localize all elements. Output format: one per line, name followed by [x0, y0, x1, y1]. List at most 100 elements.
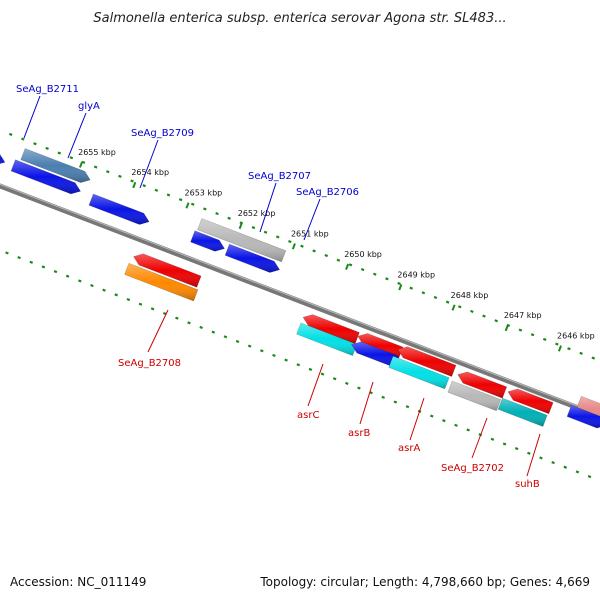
ruler-dot [442, 419, 446, 423]
gene-asrc[interactable] [302, 314, 360, 345]
gene-label-asrb[interactable]: asrB [348, 381, 374, 439]
ruler-dot [300, 244, 304, 248]
genome-summary-text: Topology: circular; Length: 4,798,660 bp… [259, 575, 590, 589]
gene-labels: SeAg_B2711 glyA SeAg_B2709 SeAg_B2707 SeAg_B… [16, 84, 541, 490]
gene-seag-b2709[interactable] [88, 193, 150, 225]
gene-suhb-teal[interactable] [497, 397, 548, 427]
kbp-tick-label: 2654 kbp [131, 168, 169, 177]
ruler-dot [93, 165, 98, 169]
ruler-dot [381, 395, 385, 399]
ruler-dot [154, 188, 159, 192]
ruler-dot [296, 363, 301, 367]
kbp-tick-label: 2647 kbp [504, 311, 542, 320]
svg-text:asrC: asrC [297, 410, 319, 421]
ruler-dot [166, 193, 171, 197]
gene-red-2[interactable] [457, 371, 508, 399]
ruler-dot [284, 358, 288, 362]
gene-glya[interactable] [10, 159, 81, 195]
kbp-tick-mark [451, 304, 456, 311]
gene-label-seag-b2711[interactable]: SeAg_B2711 [16, 84, 79, 139]
map-title: Salmonella enterica subsp. enterica sero… [93, 11, 506, 26]
ruler-dot [530, 333, 535, 337]
ruler-dot [114, 293, 118, 297]
ruler-dot [405, 405, 410, 409]
gene-label-seag-b2709[interactable]: SeAg_B2709 [131, 128, 194, 189]
chromosome-backbone [0, 183, 600, 419]
kbp-tick-label: 2650 kbp [344, 250, 382, 259]
svg-text:SeAg_B2702: SeAg_B2702 [441, 463, 504, 474]
ruler-dot [575, 470, 580, 474]
ruler-dot [348, 263, 353, 267]
ruler-dot [555, 342, 559, 346]
gene-red-1[interactable] [133, 253, 202, 288]
gene-seag-b2706[interactable] [224, 243, 281, 273]
ruler-dot [130, 179, 134, 183]
ruler-dot [247, 344, 252, 348]
gene-label-suhb[interactable]: suhB [515, 433, 541, 490]
gene-seag-b2711[interactable] [20, 148, 91, 183]
ruler-dot [260, 349, 264, 353]
ruler-dot [336, 258, 341, 262]
gene-right-blue[interactable] [566, 404, 600, 429]
ruler-dot [433, 295, 438, 300]
gene-label-asra[interactable]: asrA [398, 397, 425, 454]
gene-seag-b2708[interactable] [124, 262, 199, 302]
ruler-dot [275, 235, 280, 239]
ruler-dot [53, 270, 58, 274]
outer-ruler [8, 132, 596, 360]
kbp-tick-mark [504, 324, 509, 332]
gene-label-seag-b2702[interactable]: SeAg_B2702 [441, 417, 504, 474]
kbp-tick-mark [79, 161, 84, 168]
ruler-dot [312, 249, 316, 253]
ruler-dot [21, 137, 25, 141]
gene-seag-b2707[interactable] [197, 218, 287, 263]
gene-label-seag-b2708[interactable]: SeAg_B2708 [118, 309, 181, 369]
ruler-dot [360, 267, 365, 272]
gene-label-seag-b2706[interactable]: SeAg_B2706 [296, 187, 359, 241]
gene-suhb[interactable] [507, 388, 554, 415]
gene-asrc-cyan[interactable] [296, 322, 358, 356]
kbp-tick-label: 2651 kbp [291, 230, 329, 239]
gene-label-asrc[interactable]: asrC [297, 363, 324, 421]
gene-asra[interactable] [397, 346, 457, 377]
ruler-dot [527, 451, 531, 455]
ruler-dot [373, 272, 377, 276]
ruler-dot [567, 347, 571, 351]
ruler-dot [65, 274, 70, 278]
ruler-dot [288, 239, 292, 244]
gene-seag-b2702[interactable] [447, 380, 502, 412]
ruler-dot [190, 202, 195, 206]
ruler-dot [5, 251, 9, 255]
ruler-dot [454, 423, 458, 427]
ruler-dot [502, 442, 507, 446]
gene-fragment-left[interactable] [0, 152, 6, 165]
ruler-dot [494, 319, 498, 323]
gene-right-pink[interactable] [576, 395, 600, 422]
ruler-dot [251, 226, 256, 230]
ruler-dot [215, 212, 219, 216]
ruler-dot [345, 381, 349, 385]
ruler-dot [579, 351, 583, 355]
ruler-dot [227, 216, 231, 220]
ruler-dot [385, 277, 389, 281]
gene-asra-cyan[interactable] [388, 355, 450, 390]
ruler-dot [45, 146, 49, 150]
gene-label-glya[interactable]: glyA [67, 101, 100, 159]
ruler-dot [409, 286, 414, 290]
kbp-tick-mark [238, 222, 243, 230]
ruler-dot [235, 339, 240, 344]
ruler-dot [239, 221, 244, 225]
ruler-dot [591, 356, 596, 360]
ruler-dot [105, 170, 110, 174]
kbp-tick-mark [557, 345, 562, 352]
gene-seag-b2706-a[interactable] [190, 230, 225, 252]
ruler-dot [29, 260, 34, 264]
ruler-dot [150, 307, 155, 311]
kbp-tick-label: 2646 kbp [557, 332, 595, 341]
ruler-dot [118, 174, 122, 178]
kbp-tick-mark [398, 284, 403, 291]
kbp-tick-label: 2653 kbp [185, 189, 223, 198]
svg-text:SeAg_B2706: SeAg_B2706 [296, 187, 359, 198]
gene-label-seag-b2707[interactable]: SeAg_B2707 [248, 171, 311, 233]
